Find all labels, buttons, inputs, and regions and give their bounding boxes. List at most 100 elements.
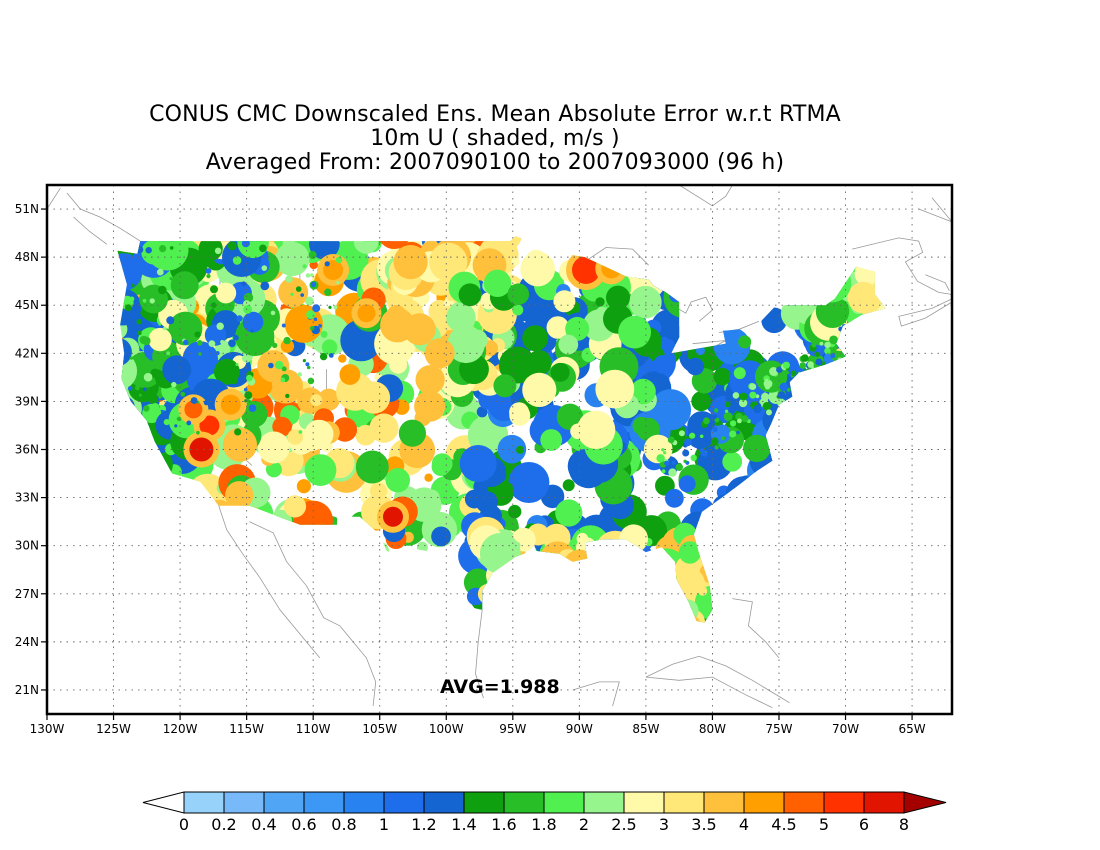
field-speckle	[328, 305, 332, 309]
field-speckle	[304, 296, 314, 306]
field-cell	[800, 569, 821, 589]
field-cell	[355, 236, 392, 245]
field-cell	[243, 521, 270, 549]
field-cell	[196, 514, 215, 532]
field-cell	[149, 499, 171, 521]
colorbar-label: 1	[379, 815, 389, 834]
field-cell	[637, 626, 660, 649]
field-speckle	[158, 285, 167, 295]
field-cell	[283, 495, 307, 518]
field-speckle	[142, 298, 147, 303]
colorbar-label: 0.6	[291, 815, 316, 834]
field-speckle	[690, 454, 697, 461]
field-cell	[592, 597, 625, 623]
field-cell	[777, 414, 787, 423]
field-cell	[839, 421, 879, 461]
field-cell	[117, 436, 154, 473]
field-speckle	[667, 436, 675, 444]
field-speckle	[156, 268, 164, 276]
lon-tick-label: 125W	[96, 722, 131, 736]
lat-tick-label: 27N	[15, 587, 39, 601]
field-speckle	[268, 362, 274, 369]
field-cell	[725, 282, 758, 315]
field-cell	[117, 456, 131, 478]
field-cell	[135, 444, 153, 462]
field-cell	[490, 585, 510, 605]
lon-tick-label: 105W	[362, 722, 397, 736]
field-cell	[322, 540, 339, 557]
field-speckle	[310, 273, 314, 277]
field-speckle	[183, 339, 189, 345]
field-speckle	[159, 245, 167, 253]
field-speckle	[701, 451, 708, 457]
field-cell	[562, 479, 575, 492]
field-speckle	[785, 370, 789, 375]
field-cell	[847, 350, 858, 362]
field-cell	[597, 557, 638, 597]
field-cell	[117, 491, 133, 517]
field-cell	[806, 620, 828, 623]
lon-tick-label: 80W	[699, 722, 726, 736]
field-cell	[722, 623, 746, 647]
field-speckle	[124, 304, 132, 312]
field-cell	[609, 442, 618, 452]
field-cell	[422, 236, 435, 241]
field-cell	[853, 368, 876, 392]
field-cell	[731, 612, 746, 623]
field-cell	[131, 448, 143, 460]
field-cell	[543, 589, 557, 603]
field-cell	[841, 633, 857, 649]
field-cell	[493, 374, 517, 398]
field-cell	[320, 530, 347, 557]
field-cell	[818, 383, 854, 419]
field-speckle	[675, 463, 683, 471]
field-cell	[586, 569, 624, 607]
field-cell	[571, 572, 589, 589]
field-cell	[712, 548, 731, 568]
field-cell	[870, 571, 880, 581]
field-speckle	[324, 261, 330, 267]
field-cell	[517, 581, 533, 597]
field-cell	[117, 396, 135, 417]
field-cell	[840, 465, 859, 484]
field-cell	[823, 406, 840, 424]
title-line-3: Averaged From: 2007090100 to 2007093000 …	[205, 150, 785, 175]
lon-tick-label: 65W	[899, 722, 926, 736]
field-cell	[877, 486, 886, 525]
colorbar-label: 2	[579, 815, 589, 834]
field-cell	[527, 554, 548, 576]
field-cell	[99, 395, 115, 411]
colorbar-label: 4.5	[771, 815, 796, 834]
field-speckle	[302, 264, 307, 269]
field-cell	[530, 561, 568, 599]
field-cell	[872, 322, 886, 348]
lat-tick-label: 45N	[15, 298, 39, 312]
field-cell	[854, 261, 879, 286]
field-speckle	[155, 251, 162, 258]
colorbar-label: 0.2	[211, 815, 236, 834]
field-cell	[733, 367, 746, 380]
field-cell	[171, 554, 184, 567]
field-speckle	[281, 323, 286, 328]
field-cell	[117, 430, 121, 456]
field-cell	[424, 489, 440, 505]
field-speckle	[779, 382, 789, 392]
field-speckle	[714, 417, 720, 423]
field-cell	[507, 283, 530, 306]
field-speckle	[241, 281, 247, 287]
colorbar-label: 2.5	[611, 815, 636, 834]
field-cell	[794, 368, 831, 405]
field-speckle	[309, 325, 315, 331]
field-speckle	[129, 356, 133, 360]
field-cell	[565, 316, 590, 341]
field-cell	[117, 236, 128, 254]
field-speckle	[270, 310, 276, 316]
field-speckle	[320, 330, 328, 338]
field-hotspot	[430, 344, 449, 363]
field-speckle	[171, 381, 177, 388]
field-cell	[712, 494, 736, 518]
lon-tick-label: 130W	[30, 722, 65, 736]
field-cell	[728, 271, 766, 309]
field-speckle	[324, 288, 332, 296]
field-cell	[713, 367, 731, 386]
